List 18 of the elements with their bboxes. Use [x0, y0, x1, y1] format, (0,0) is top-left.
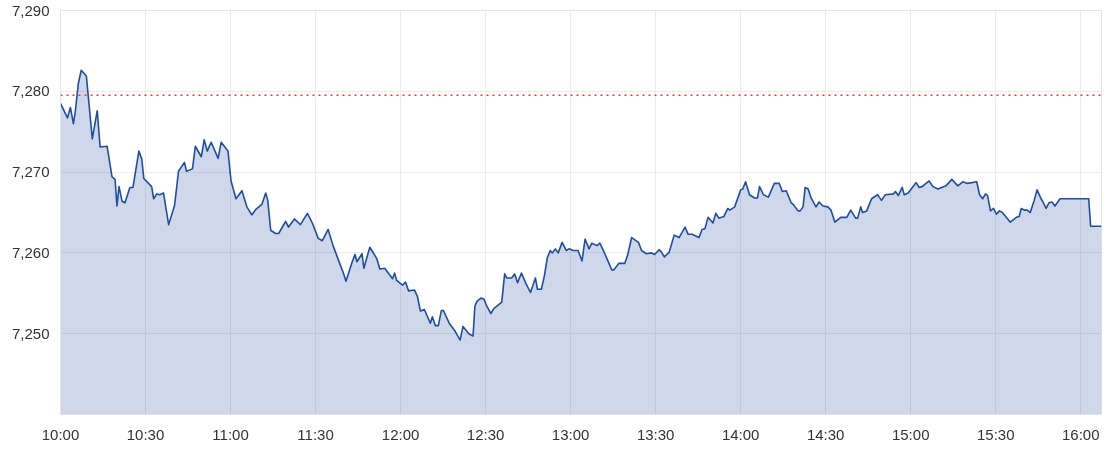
x-tick-label: 14:00 [721, 425, 760, 443]
x-tick-label: 12:00 [381, 425, 420, 443]
x-tick-label: 10:00 [41, 425, 80, 443]
y-tick-label: 7,280 [11, 82, 50, 100]
x-tick-label: 13:00 [551, 425, 590, 443]
x-tick-label: 13:30 [636, 425, 675, 443]
x-tick-label: 16:00 [1061, 425, 1100, 443]
x-tick-label: 15:00 [891, 425, 930, 443]
x-tick-label: 12:30 [466, 425, 505, 443]
x-tick-label: 10:30 [126, 425, 165, 443]
y-tick-label: 7,250 [11, 324, 50, 342]
x-tick-label: 14:30 [806, 425, 845, 443]
y-tick-label: 7,270 [11, 163, 50, 181]
y-tick-label: 7,260 [11, 243, 50, 261]
y-tick-label: 7,290 [11, 1, 50, 19]
x-tick-label: 11:00 [212, 425, 249, 443]
x-tick-label: 11:30 [297, 425, 334, 443]
x-tick-label: 15:30 [976, 425, 1015, 443]
